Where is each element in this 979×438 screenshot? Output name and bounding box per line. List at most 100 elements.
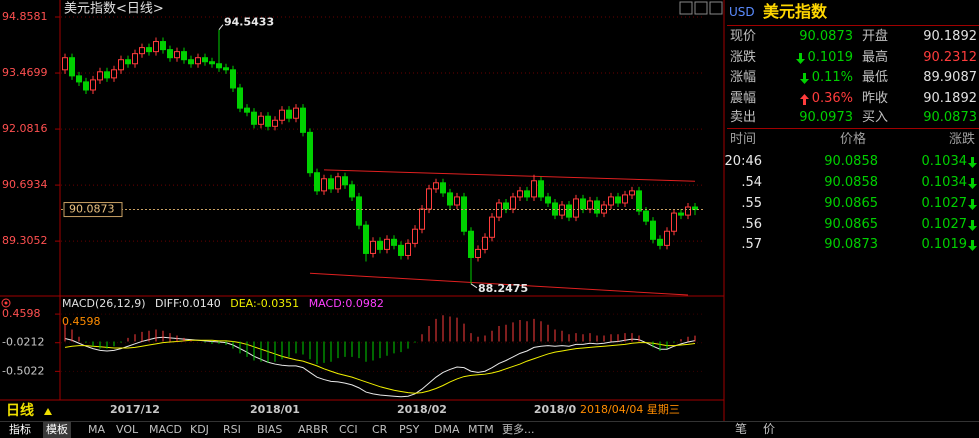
candle-body <box>601 204 607 214</box>
candle-body <box>174 51 180 59</box>
quote-value: 90.0973 <box>799 110 853 125</box>
candle-body <box>692 206 698 211</box>
quote-value-box: 0.1019 <box>795 50 854 66</box>
trade-price: 90.0858 <box>824 154 878 169</box>
footer-tab[interactable]: 笔 <box>735 422 748 436</box>
candle-body <box>671 212 677 232</box>
candle-body <box>545 196 551 204</box>
toolbar-tab[interactable]: 模板 <box>43 422 71 438</box>
cursor-date: 2018/04/04 星期三 <box>580 403 680 416</box>
y-tick-label: 89.3052 <box>2 234 48 247</box>
y-tick-label: 94.8581 <box>2 10 48 23</box>
candle-body <box>398 244 404 256</box>
toolbar-tab[interactable]: MA <box>88 423 106 436</box>
down-arrow <box>799 72 809 84</box>
candle-body <box>335 176 341 190</box>
candle-body <box>279 109 285 121</box>
quote-value: 90.1892 <box>923 91 977 106</box>
chart: 美元指数<日线> MACD(26,12,9) DIFF:0.0140 DEA:-… <box>0 0 725 421</box>
trades-header: 价格 <box>840 132 867 147</box>
candle-body <box>146 47 152 53</box>
candle-body <box>363 224 369 254</box>
trade-change: 0.1034 <box>921 154 968 169</box>
candle-body <box>538 180 544 198</box>
quote-value: 90.1892 <box>923 29 977 44</box>
legend-entry: DIFF:0.0140 <box>155 297 221 310</box>
quote-label: 卖出 <box>730 110 757 125</box>
footer-tab[interactable]: 价 <box>763 422 776 436</box>
candle-body <box>454 196 460 206</box>
down-arrow <box>968 177 977 189</box>
trade-change: 0.1027 <box>921 217 968 232</box>
up-arrow <box>799 93 809 105</box>
x-tick-label: 2018/01 <box>250 403 300 416</box>
candle-body <box>90 79 96 91</box>
toolbar-tab[interactable]: MACD <box>149 423 182 436</box>
y-tick-label: 93.4699 <box>2 66 48 79</box>
quote-label: 昨收 <box>862 91 889 106</box>
macd-title: MACD(26,12,9) <box>62 297 146 310</box>
toolbar-tab[interactable]: 更多... <box>502 423 535 436</box>
candle-body <box>580 198 586 210</box>
candle-body <box>426 188 432 210</box>
trade-time: 20:46 <box>724 154 762 169</box>
current-price-box <box>63 202 123 218</box>
period-arrow[interactable] <box>44 408 52 415</box>
candle-body <box>286 109 292 119</box>
x-tick-label: 2018/02 <box>397 403 447 416</box>
toolbar-tab[interactable]: KDJ <box>190 423 209 436</box>
candle-body <box>566 204 572 218</box>
toolbar-tab[interactable]: MTM <box>468 423 494 436</box>
quote-value: 89.9087 <box>923 70 977 85</box>
candle-body <box>167 49 173 59</box>
quote-label: 涨跌 <box>730 50 757 65</box>
candle-body <box>111 69 117 79</box>
max-label: 94.5433 <box>224 16 274 29</box>
toolbar-tab[interactable]: RSI <box>223 423 241 436</box>
candle-body <box>76 75 82 83</box>
quote-label: 涨幅 <box>730 70 757 85</box>
candle-body <box>223 67 229 71</box>
trade-change-box: 0.1027 <box>921 217 977 233</box>
period-label[interactable]: 日线 <box>6 402 34 419</box>
candle-body <box>594 200 600 214</box>
trend-line <box>323 169 696 182</box>
toolbar-tab[interactable]: DMA <box>434 423 460 436</box>
y-tick-label: 0.4598 <box>2 307 41 320</box>
candle-body <box>664 230 670 246</box>
candle-body <box>531 180 537 198</box>
candle-body <box>188 59 194 65</box>
trade-time: .57 <box>741 237 762 252</box>
candle-body <box>377 240 383 250</box>
window-button[interactable] <box>709 1 723 15</box>
quote-value: 0.1019 <box>807 50 854 65</box>
window-button[interactable] <box>679 1 693 15</box>
trade-price: 90.0865 <box>824 217 878 232</box>
toolbar-tab[interactable]: 指标 <box>9 423 31 436</box>
candle-body <box>293 107 299 119</box>
window-button[interactable] <box>694 1 708 15</box>
candle-body <box>300 107 306 133</box>
quote-value: 90.0873 <box>923 110 977 125</box>
candle-body <box>405 242 411 256</box>
symbol: USD <box>729 5 755 19</box>
candle-body <box>195 57 201 65</box>
indicator-icon[interactable] <box>1 298 11 308</box>
toolbar-tab[interactable]: VOL <box>116 423 139 436</box>
toolbar-tab[interactable]: CCI <box>339 423 358 436</box>
candle-body <box>265 115 271 127</box>
candle-body <box>370 240 376 254</box>
quote-value-box: 0.36% <box>799 91 853 107</box>
trade-time: .56 <box>741 217 762 232</box>
candle-body <box>209 61 215 65</box>
toolbar-tab[interactable]: BIAS <box>257 423 283 436</box>
trade-change-box: 0.1034 <box>921 154 977 170</box>
divider <box>727 128 979 129</box>
toolbar-tab[interactable]: CR <box>372 423 388 436</box>
trade-change-box: 0.1034 <box>922 175 977 191</box>
down-arrow <box>968 156 977 168</box>
toolbar-tab[interactable]: ARBR <box>298 423 329 436</box>
toolbar-tab[interactable]: PSY <box>399 423 420 436</box>
candle-body <box>524 190 530 198</box>
